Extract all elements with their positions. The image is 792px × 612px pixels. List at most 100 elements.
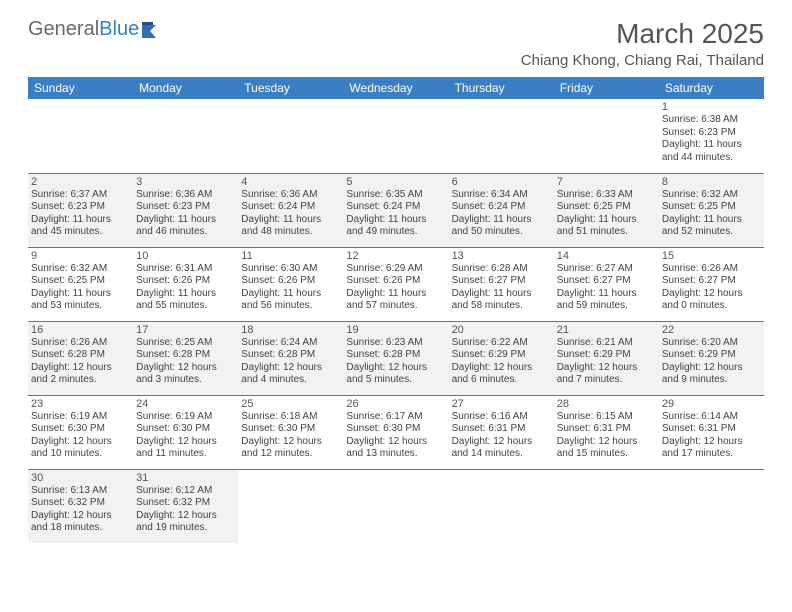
day-number: 21	[557, 324, 656, 336]
weekday-header: Friday	[554, 77, 659, 99]
calendar-cell-empty	[449, 99, 554, 173]
day-number: 28	[557, 398, 656, 410]
day-number: 4	[241, 176, 340, 188]
calendar-row: 2Sunrise: 6:37 AMSunset: 6:23 PMDaylight…	[28, 173, 764, 247]
calendar-cell: 25Sunrise: 6:18 AMSunset: 6:30 PMDayligh…	[238, 395, 343, 469]
weekday-header: Sunday	[28, 77, 133, 99]
calendar-cell: 4Sunrise: 6:36 AMSunset: 6:24 PMDaylight…	[238, 173, 343, 247]
calendar-cell-empty	[343, 469, 448, 543]
day-details: Sunrise: 6:28 AMSunset: 6:27 PMDaylight:…	[452, 263, 551, 313]
day-details: Sunrise: 6:26 AMSunset: 6:27 PMDaylight:…	[662, 263, 761, 313]
day-details: Sunrise: 6:29 AMSunset: 6:26 PMDaylight:…	[346, 263, 445, 313]
day-details: Sunrise: 6:18 AMSunset: 6:30 PMDaylight:…	[241, 411, 340, 461]
calendar-cell-empty	[554, 99, 659, 173]
weekday-header: Monday	[133, 77, 238, 99]
weekday-header: Thursday	[449, 77, 554, 99]
calendar-cell: 23Sunrise: 6:19 AMSunset: 6:30 PMDayligh…	[28, 395, 133, 469]
day-details: Sunrise: 6:33 AMSunset: 6:25 PMDaylight:…	[557, 189, 656, 239]
calendar-cell: 16Sunrise: 6:26 AMSunset: 6:28 PMDayligh…	[28, 321, 133, 395]
calendar-cell: 27Sunrise: 6:16 AMSunset: 6:31 PMDayligh…	[449, 395, 554, 469]
day-details: Sunrise: 6:32 AMSunset: 6:25 PMDaylight:…	[31, 263, 130, 313]
calendar-body: 1Sunrise: 6:38 AMSunset: 6:23 PMDaylight…	[28, 99, 764, 543]
calendar-cell-empty	[554, 469, 659, 543]
day-number: 17	[136, 324, 235, 336]
day-details: Sunrise: 6:25 AMSunset: 6:28 PMDaylight:…	[136, 337, 235, 387]
title-block: March 2025 Chiang Khong, Chiang Rai, Tha…	[521, 18, 764, 69]
day-number: 24	[136, 398, 235, 410]
day-details: Sunrise: 6:17 AMSunset: 6:30 PMDaylight:…	[346, 411, 445, 461]
calendar-cell: 3Sunrise: 6:36 AMSunset: 6:23 PMDaylight…	[133, 173, 238, 247]
calendar-cell: 11Sunrise: 6:30 AMSunset: 6:26 PMDayligh…	[238, 247, 343, 321]
calendar-cell-empty	[238, 469, 343, 543]
calendar-cell: 28Sunrise: 6:15 AMSunset: 6:31 PMDayligh…	[554, 395, 659, 469]
weekday-header: Wednesday	[343, 77, 448, 99]
location: Chiang Khong, Chiang Rai, Thailand	[521, 52, 764, 69]
day-number: 15	[662, 250, 761, 262]
calendar-cell: 21Sunrise: 6:21 AMSunset: 6:29 PMDayligh…	[554, 321, 659, 395]
day-number: 18	[241, 324, 340, 336]
calendar-row: 9Sunrise: 6:32 AMSunset: 6:25 PMDaylight…	[28, 247, 764, 321]
calendar-cell-empty	[238, 99, 343, 173]
day-number: 31	[136, 472, 235, 484]
calendar-cell: 20Sunrise: 6:22 AMSunset: 6:29 PMDayligh…	[449, 321, 554, 395]
day-details: Sunrise: 6:31 AMSunset: 6:26 PMDaylight:…	[136, 263, 235, 313]
logo-text-2: Blue	[99, 18, 139, 41]
day-number: 6	[452, 176, 551, 188]
calendar-cell: 19Sunrise: 6:23 AMSunset: 6:28 PMDayligh…	[343, 321, 448, 395]
day-number: 30	[31, 472, 130, 484]
calendar-header: SundayMondayTuesdayWednesdayThursdayFrid…	[28, 77, 764, 99]
calendar-cell: 5Sunrise: 6:35 AMSunset: 6:24 PMDaylight…	[343, 173, 448, 247]
day-number: 9	[31, 250, 130, 262]
calendar-row: 16Sunrise: 6:26 AMSunset: 6:28 PMDayligh…	[28, 321, 764, 395]
day-details: Sunrise: 6:19 AMSunset: 6:30 PMDaylight:…	[136, 411, 235, 461]
day-details: Sunrise: 6:36 AMSunset: 6:23 PMDaylight:…	[136, 189, 235, 239]
weekday-header: Tuesday	[238, 77, 343, 99]
weekday-header: Saturday	[659, 77, 764, 99]
day-details: Sunrise: 6:24 AMSunset: 6:28 PMDaylight:…	[241, 337, 340, 387]
calendar-cell: 29Sunrise: 6:14 AMSunset: 6:31 PMDayligh…	[659, 395, 764, 469]
day-details: Sunrise: 6:38 AMSunset: 6:23 PMDaylight:…	[662, 114, 761, 164]
day-number: 12	[346, 250, 445, 262]
calendar-cell-empty	[28, 99, 133, 173]
calendar-cell: 2Sunrise: 6:37 AMSunset: 6:23 PMDaylight…	[28, 173, 133, 247]
day-details: Sunrise: 6:14 AMSunset: 6:31 PMDaylight:…	[662, 411, 761, 461]
day-number: 10	[136, 250, 235, 262]
day-details: Sunrise: 6:21 AMSunset: 6:29 PMDaylight:…	[557, 337, 656, 387]
day-number: 23	[31, 398, 130, 410]
logo-text-1: General	[28, 18, 99, 41]
calendar-cell: 1Sunrise: 6:38 AMSunset: 6:23 PMDaylight…	[659, 99, 764, 173]
day-number: 26	[346, 398, 445, 410]
day-number: 22	[662, 324, 761, 336]
calendar-cell: 8Sunrise: 6:32 AMSunset: 6:25 PMDaylight…	[659, 173, 764, 247]
day-details: Sunrise: 6:34 AMSunset: 6:24 PMDaylight:…	[452, 189, 551, 239]
calendar-cell: 26Sunrise: 6:17 AMSunset: 6:30 PMDayligh…	[343, 395, 448, 469]
calendar-table: SundayMondayTuesdayWednesdayThursdayFrid…	[28, 77, 764, 543]
calendar-cell: 30Sunrise: 6:13 AMSunset: 6:32 PMDayligh…	[28, 469, 133, 543]
calendar-cell: 9Sunrise: 6:32 AMSunset: 6:25 PMDaylight…	[28, 247, 133, 321]
calendar-cell: 13Sunrise: 6:28 AMSunset: 6:27 PMDayligh…	[449, 247, 554, 321]
calendar-row: 1Sunrise: 6:38 AMSunset: 6:23 PMDaylight…	[28, 99, 764, 173]
calendar-cell: 12Sunrise: 6:29 AMSunset: 6:26 PMDayligh…	[343, 247, 448, 321]
day-details: Sunrise: 6:36 AMSunset: 6:24 PMDaylight:…	[241, 189, 340, 239]
month-title: March 2025	[521, 18, 764, 50]
calendar-cell-empty	[343, 99, 448, 173]
day-number: 16	[31, 324, 130, 336]
day-number: 13	[452, 250, 551, 262]
day-number: 20	[452, 324, 551, 336]
calendar-cell: 15Sunrise: 6:26 AMSunset: 6:27 PMDayligh…	[659, 247, 764, 321]
day-number: 11	[241, 250, 340, 262]
day-details: Sunrise: 6:22 AMSunset: 6:29 PMDaylight:…	[452, 337, 551, 387]
calendar-cell: 6Sunrise: 6:34 AMSunset: 6:24 PMDaylight…	[449, 173, 554, 247]
day-number: 3	[136, 176, 235, 188]
day-details: Sunrise: 6:19 AMSunset: 6:30 PMDaylight:…	[31, 411, 130, 461]
day-number: 29	[662, 398, 761, 410]
calendar-cell: 31Sunrise: 6:12 AMSunset: 6:32 PMDayligh…	[133, 469, 238, 543]
calendar-cell: 22Sunrise: 6:20 AMSunset: 6:29 PMDayligh…	[659, 321, 764, 395]
day-number: 8	[662, 176, 761, 188]
day-number: 7	[557, 176, 656, 188]
day-number: 19	[346, 324, 445, 336]
calendar-cell-empty	[449, 469, 554, 543]
day-details: Sunrise: 6:27 AMSunset: 6:27 PMDaylight:…	[557, 263, 656, 313]
day-details: Sunrise: 6:16 AMSunset: 6:31 PMDaylight:…	[452, 411, 551, 461]
day-details: Sunrise: 6:13 AMSunset: 6:32 PMDaylight:…	[31, 485, 130, 535]
